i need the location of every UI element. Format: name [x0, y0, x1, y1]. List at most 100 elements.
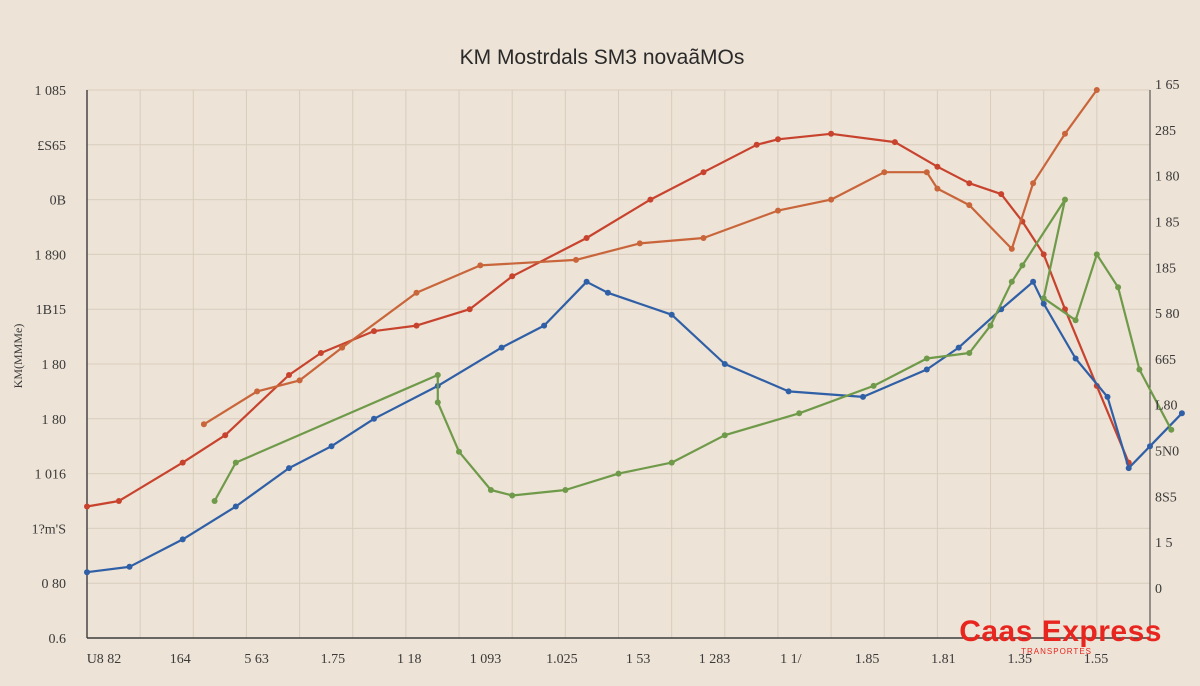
x-tick: 1.75	[321, 652, 346, 667]
x-tick: 1.85	[855, 652, 880, 667]
data-point-orange	[200, 421, 207, 428]
data-point-red	[509, 273, 516, 280]
data-point-green	[562, 487, 569, 493]
data-point-orange	[1093, 87, 1100, 93]
x-tick: 1.81	[931, 652, 956, 667]
data-point-green	[615, 470, 622, 477]
y-tick-right: 5 80	[1155, 307, 1180, 322]
y-tick-right: L80	[1155, 399, 1178, 414]
y-tick-right: 285	[1155, 124, 1176, 139]
data-point-orange	[339, 344, 346, 351]
data-point-blue	[232, 503, 239, 510]
data-point-blue	[498, 344, 505, 351]
data-point-blue	[84, 569, 90, 576]
x-tick: 1.55	[1084, 652, 1109, 667]
watermark-tagline: TRANSPORTES	[1021, 647, 1092, 656]
data-point-orange	[828, 196, 835, 203]
data-point-green	[923, 355, 930, 362]
y-tick-right: 1 85	[1155, 215, 1180, 230]
data-point-orange	[636, 240, 643, 247]
data-point-blue	[668, 311, 675, 318]
data-point-orange	[966, 202, 973, 209]
x-tick: 5 63	[244, 652, 269, 667]
x-tick: 1 283	[699, 652, 731, 667]
data-point-blue	[923, 366, 930, 373]
data-point-green	[796, 410, 803, 417]
data-point-red	[466, 306, 473, 313]
data-point-blue	[785, 388, 792, 395]
data-point-red	[647, 196, 654, 203]
y-tick-right: 8S5	[1155, 490, 1177, 505]
data-point-red	[828, 130, 835, 137]
data-point-blue	[583, 278, 590, 285]
data-point-red	[966, 180, 973, 187]
y-tick-left: 1?m'S	[32, 522, 66, 537]
data-point-blue	[1030, 278, 1037, 285]
data-point-red	[1040, 251, 1047, 258]
data-point-green	[456, 448, 462, 455]
data-point-orange	[1062, 130, 1068, 137]
data-point-blue	[1040, 300, 1047, 307]
data-point-green	[434, 372, 441, 378]
series-layer	[84, 87, 1185, 576]
data-point-blue	[721, 361, 728, 367]
data-point-blue	[179, 536, 186, 543]
data-point-orange	[881, 169, 888, 176]
data-point-green	[1136, 366, 1143, 373]
data-point-green	[987, 322, 994, 329]
data-point-red	[998, 191, 1005, 198]
data-point-red	[115, 498, 122, 504]
data-point-red	[775, 136, 781, 143]
y-tick-right: 1 5	[1155, 536, 1173, 551]
y-tick-right: 5N0	[1155, 445, 1179, 460]
data-point-orange	[573, 256, 579, 263]
y-tick-right: 0	[1155, 582, 1162, 597]
y-tick-left: 1 80	[42, 358, 67, 373]
data-point-blue	[1178, 410, 1185, 417]
chart-title: KM Mostrdals SM3 novaãMOs	[460, 46, 745, 69]
data-point-blue	[1125, 465, 1132, 472]
data-point-green	[1072, 317, 1079, 324]
y-axis-label: KM(MMMe)	[11, 324, 25, 389]
data-point-red	[753, 141, 760, 148]
y-tick-left: £S65	[37, 139, 66, 154]
x-tick: 164	[170, 652, 191, 667]
series-line-blue	[85, 280, 1183, 574]
y-tick-left: 1B15	[36, 303, 66, 318]
data-point-blue	[1072, 355, 1079, 362]
x-tick: U8 82	[87, 652, 122, 667]
x-tick: 1.025	[546, 652, 578, 667]
data-point-red	[934, 163, 941, 170]
data-point-blue	[1147, 443, 1153, 450]
x-tick: 1 53	[626, 652, 651, 667]
y-tick-left: 1 890	[35, 248, 67, 263]
x-tick: 1 093	[470, 652, 502, 667]
data-point-green	[1093, 251, 1100, 258]
data-point-green	[211, 498, 218, 504]
y-tick-left: 1 80	[42, 413, 67, 428]
data-point-red	[700, 169, 707, 176]
y-tick-right: 1 65	[1155, 78, 1180, 93]
data-point-red	[413, 322, 420, 329]
data-point-blue	[328, 443, 335, 450]
data-point-green	[870, 382, 877, 389]
data-point-green	[232, 459, 239, 466]
data-point-orange	[413, 289, 420, 296]
data-point-red	[583, 235, 590, 241]
y-tick-right: 185	[1155, 261, 1176, 276]
data-point-blue	[955, 344, 962, 351]
data-point-blue	[371, 415, 377, 422]
y-tick-right: 1 80	[1155, 170, 1180, 185]
data-point-blue	[286, 465, 292, 472]
watermark-logo: Caas Express TRANSPORTES	[959, 617, 1162, 657]
ticks: 0.6 0 80 1?m'S 1 016 1 80 1 80 1B15 1 890 0B £S65…	[32, 78, 1180, 667]
data-point-blue	[1104, 393, 1111, 400]
data-point-blue	[860, 393, 866, 400]
data-point-green	[434, 399, 441, 406]
y-tick-right: 665	[1155, 353, 1176, 368]
data-point-green	[1062, 196, 1068, 203]
grid	[87, 89, 1151, 638]
data-point-blue	[604, 289, 611, 296]
x-tick: 1 1/	[780, 652, 802, 667]
